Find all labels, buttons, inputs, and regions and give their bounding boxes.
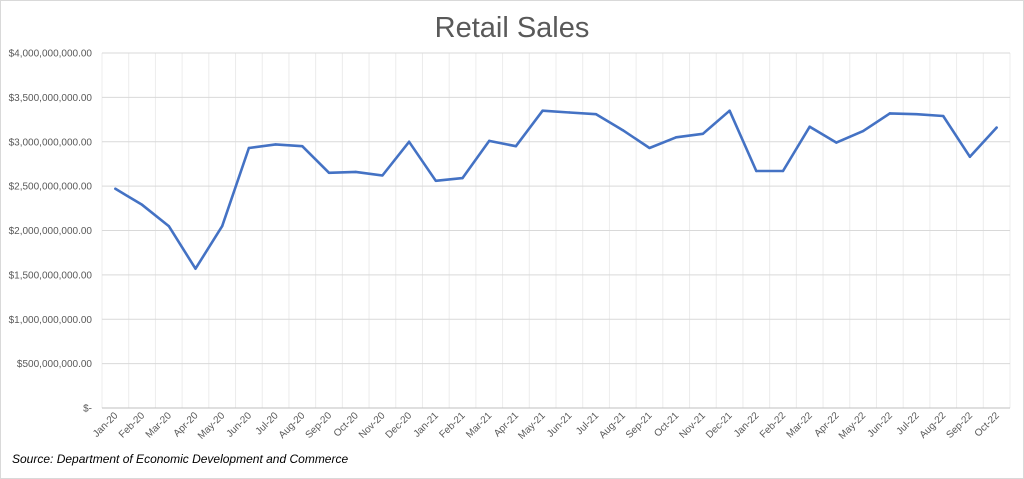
data-point — [968, 155, 972, 159]
x-tick-label: Sep-21 — [624, 410, 655, 441]
x-tick-label: Aug-22 — [918, 410, 949, 441]
x-tick-label: Oct-21 — [652, 410, 681, 439]
source-note: Source: Department of Economic Developme… — [12, 452, 349, 466]
data-point — [461, 176, 464, 180]
data-point — [514, 144, 518, 148]
x-tick-label: Jan-21 — [412, 410, 442, 440]
x-tick-label: Oct-20 — [332, 410, 361, 439]
x-tick-label: Jun-22 — [866, 410, 896, 440]
x-tick-label: May-21 — [516, 410, 548, 442]
y-tick-label: $1,500,000,000.00 — [9, 270, 93, 281]
x-tick-label: Jan-22 — [732, 410, 762, 440]
data-point — [301, 144, 304, 148]
data-point — [594, 113, 598, 116]
x-tick-label: Sep-20 — [304, 410, 335, 441]
x-tick-label: Mar-21 — [464, 410, 494, 440]
y-tick-label: $3,500,000,000.00 — [9, 93, 93, 104]
x-tick-label: Dec-21 — [704, 410, 735, 441]
data-point — [781, 169, 785, 173]
data-point — [488, 139, 491, 143]
x-tick-label: Feb-22 — [758, 410, 788, 440]
x-tick-label: Jun-21 — [545, 410, 575, 440]
data-point — [648, 146, 651, 150]
x-tick-label: Feb-20 — [117, 410, 147, 440]
x-tick-label: Jun-20 — [225, 410, 255, 440]
x-tick-label: Oct-22 — [973, 410, 1002, 439]
x-tick-label: Dec-20 — [384, 410, 415, 441]
data-point — [407, 140, 411, 143]
data-point — [568, 111, 571, 114]
data-point — [835, 141, 838, 144]
data-point — [861, 129, 865, 133]
x-tick-label: Mar-22 — [785, 410, 815, 440]
data-point — [194, 267, 197, 270]
y-tick-label: $4,000,000,000.00 — [9, 49, 93, 60]
x-tick-label: Nov-21 — [677, 410, 708, 441]
y-tick-label: $500,000,000.00 — [17, 359, 93, 370]
data-point — [915, 113, 918, 116]
data-point — [755, 169, 758, 173]
x-tick-label: Mar-20 — [144, 410, 174, 440]
data-point — [381, 174, 384, 177]
y-tick-label: $2,000,000,000.00 — [9, 226, 93, 237]
x-tick-label: May-22 — [837, 410, 869, 442]
data-point — [674, 136, 678, 139]
data-point — [247, 146, 251, 150]
series-line — [114, 109, 998, 271]
data-point — [354, 170, 357, 174]
x-tick-label: Jan-20 — [91, 410, 121, 440]
data-point — [274, 143, 277, 146]
y-tick-label: $- — [83, 404, 92, 415]
data-point — [434, 179, 438, 182]
data-point — [701, 132, 705, 135]
y-tick-label: $2,500,000,000.00 — [9, 182, 93, 193]
data-point — [995, 126, 998, 129]
data-point — [220, 224, 224, 228]
y-tick-label: $3,000,000,000.00 — [9, 137, 93, 148]
data-point — [167, 224, 170, 228]
data-point — [621, 129, 624, 132]
data-point — [728, 109, 731, 112]
x-tick-label: Sep-22 — [944, 410, 975, 441]
data-point — [140, 203, 144, 206]
data-point — [541, 109, 544, 112]
data-point — [327, 171, 331, 175]
y-tick-label: $1,000,000,000.00 — [9, 315, 93, 326]
x-tick-label: Aug-20 — [277, 410, 308, 441]
data-point — [942, 114, 945, 118]
x-tick-label: May-20 — [196, 410, 228, 442]
x-tick-label: Feb-21 — [437, 410, 467, 440]
x-tick-label: Nov-20 — [357, 410, 388, 441]
x-tick-label: Aug-21 — [597, 410, 628, 441]
chart-title: Retail Sales — [434, 12, 590, 44]
data-point — [114, 187, 117, 190]
data-point — [808, 125, 811, 128]
data-point — [888, 112, 892, 115]
